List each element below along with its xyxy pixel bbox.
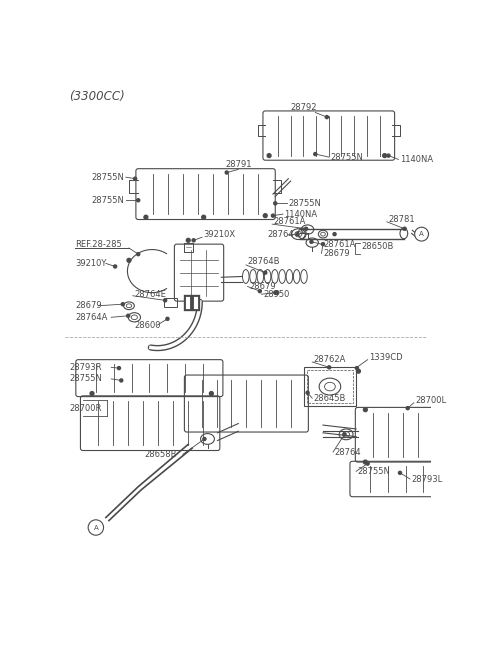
Text: A: A: [419, 231, 424, 237]
Text: 28645B: 28645B: [314, 394, 346, 403]
Circle shape: [403, 227, 406, 231]
Text: 28764A: 28764A: [75, 313, 108, 322]
Circle shape: [366, 462, 369, 465]
Text: 28761A: 28761A: [274, 217, 306, 227]
Circle shape: [363, 460, 367, 464]
Text: (3300CC): (3300CC): [69, 90, 125, 103]
Text: 28761A: 28761A: [323, 240, 355, 249]
Circle shape: [271, 214, 275, 217]
Text: 1140NA: 1140NA: [285, 210, 318, 219]
Text: 28700L: 28700L: [415, 396, 446, 405]
Text: 28650B: 28650B: [361, 242, 394, 251]
Text: 39210Y: 39210Y: [75, 259, 107, 268]
Circle shape: [166, 317, 169, 320]
Circle shape: [314, 153, 317, 156]
Text: 28755N: 28755N: [331, 153, 363, 162]
Circle shape: [137, 198, 140, 202]
Text: 28679: 28679: [75, 301, 102, 310]
Circle shape: [144, 215, 148, 219]
Circle shape: [296, 233, 299, 236]
Text: 28792: 28792: [290, 103, 317, 113]
Circle shape: [225, 171, 228, 174]
Text: 28679: 28679: [249, 282, 276, 291]
Circle shape: [118, 367, 120, 369]
Circle shape: [127, 314, 130, 317]
Circle shape: [275, 291, 279, 295]
Text: A: A: [94, 525, 98, 531]
Circle shape: [127, 258, 131, 262]
Text: 28764E: 28764E: [134, 290, 166, 299]
Text: 28762A: 28762A: [314, 355, 346, 364]
Circle shape: [363, 408, 367, 411]
Text: 1339CD: 1339CD: [369, 353, 403, 362]
Text: 28755N: 28755N: [288, 199, 321, 208]
Bar: [307, 371, 353, 403]
Text: 28658B: 28658B: [144, 450, 177, 459]
Text: 28793R: 28793R: [69, 363, 101, 372]
Circle shape: [192, 239, 195, 242]
Text: REF.28-285: REF.28-285: [75, 240, 122, 249]
Circle shape: [258, 290, 262, 293]
Circle shape: [120, 379, 123, 382]
Circle shape: [121, 303, 124, 306]
Text: 28950: 28950: [263, 290, 289, 299]
Circle shape: [333, 233, 336, 236]
Circle shape: [415, 227, 429, 241]
Bar: [164, 298, 178, 307]
Circle shape: [202, 215, 205, 219]
Circle shape: [274, 291, 277, 294]
Circle shape: [88, 520, 104, 535]
Circle shape: [90, 392, 94, 396]
Text: 28700R: 28700R: [69, 403, 101, 413]
Bar: [304, 367, 356, 406]
Circle shape: [322, 242, 324, 246]
Circle shape: [357, 369, 360, 373]
Circle shape: [133, 177, 137, 180]
Circle shape: [328, 365, 331, 369]
Text: 28764: 28764: [335, 447, 361, 457]
Circle shape: [186, 238, 190, 242]
Circle shape: [383, 154, 386, 157]
Circle shape: [267, 154, 271, 157]
Circle shape: [209, 392, 213, 396]
Text: 28764B: 28764B: [248, 257, 280, 265]
Circle shape: [398, 472, 402, 474]
Text: 28764: 28764: [267, 231, 294, 240]
Circle shape: [264, 271, 267, 274]
Text: 39210X: 39210X: [204, 231, 236, 240]
Circle shape: [274, 202, 277, 205]
Text: 28755N: 28755N: [358, 467, 391, 476]
Text: 1140NA: 1140NA: [400, 155, 433, 164]
Circle shape: [264, 214, 267, 217]
Circle shape: [164, 299, 167, 302]
Circle shape: [355, 367, 359, 369]
Text: 28755N: 28755N: [69, 375, 102, 383]
Circle shape: [203, 438, 206, 441]
Circle shape: [114, 265, 117, 268]
Circle shape: [310, 240, 313, 244]
Text: 28781: 28781: [388, 215, 415, 224]
Circle shape: [137, 253, 140, 255]
Circle shape: [406, 407, 409, 409]
Text: 28600: 28600: [134, 320, 161, 329]
Text: 28791: 28791: [225, 160, 252, 170]
Text: 28755N: 28755N: [92, 173, 124, 181]
Circle shape: [306, 391, 309, 394]
Text: 28755N: 28755N: [92, 196, 124, 205]
Circle shape: [325, 115, 328, 119]
Circle shape: [304, 227, 308, 231]
Circle shape: [343, 433, 346, 436]
Circle shape: [387, 154, 390, 157]
Text: 28679: 28679: [323, 249, 349, 258]
Text: 28793L: 28793L: [411, 474, 443, 483]
